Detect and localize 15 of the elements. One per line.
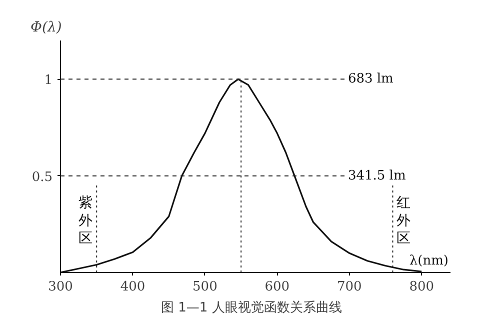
x-axis-title: λ(nm): [409, 254, 449, 268]
ref-line-label: 683 lm: [348, 72, 394, 87]
x-tick-label: 800: [409, 280, 434, 294]
y-tick-label: 1: [44, 73, 53, 88]
x-tick-label: 600: [264, 280, 290, 294]
y-tick-label: 0.5: [32, 170, 53, 185]
y-axis-title: Φ(λ): [30, 20, 62, 36]
x-tick-label: 500: [192, 280, 218, 294]
x-tick-label: 300: [48, 280, 73, 294]
text: 图 1—1 人眼视觉函数关系曲线: [160, 300, 342, 316]
ref-line-label: 紫外区: [78, 195, 93, 246]
ref-line-label: 红外区: [396, 195, 411, 246]
x-tick-label: 700: [336, 280, 362, 294]
x-tick-label: 400: [120, 280, 146, 294]
ref-line-label: 341.5 lm: [348, 168, 406, 184]
